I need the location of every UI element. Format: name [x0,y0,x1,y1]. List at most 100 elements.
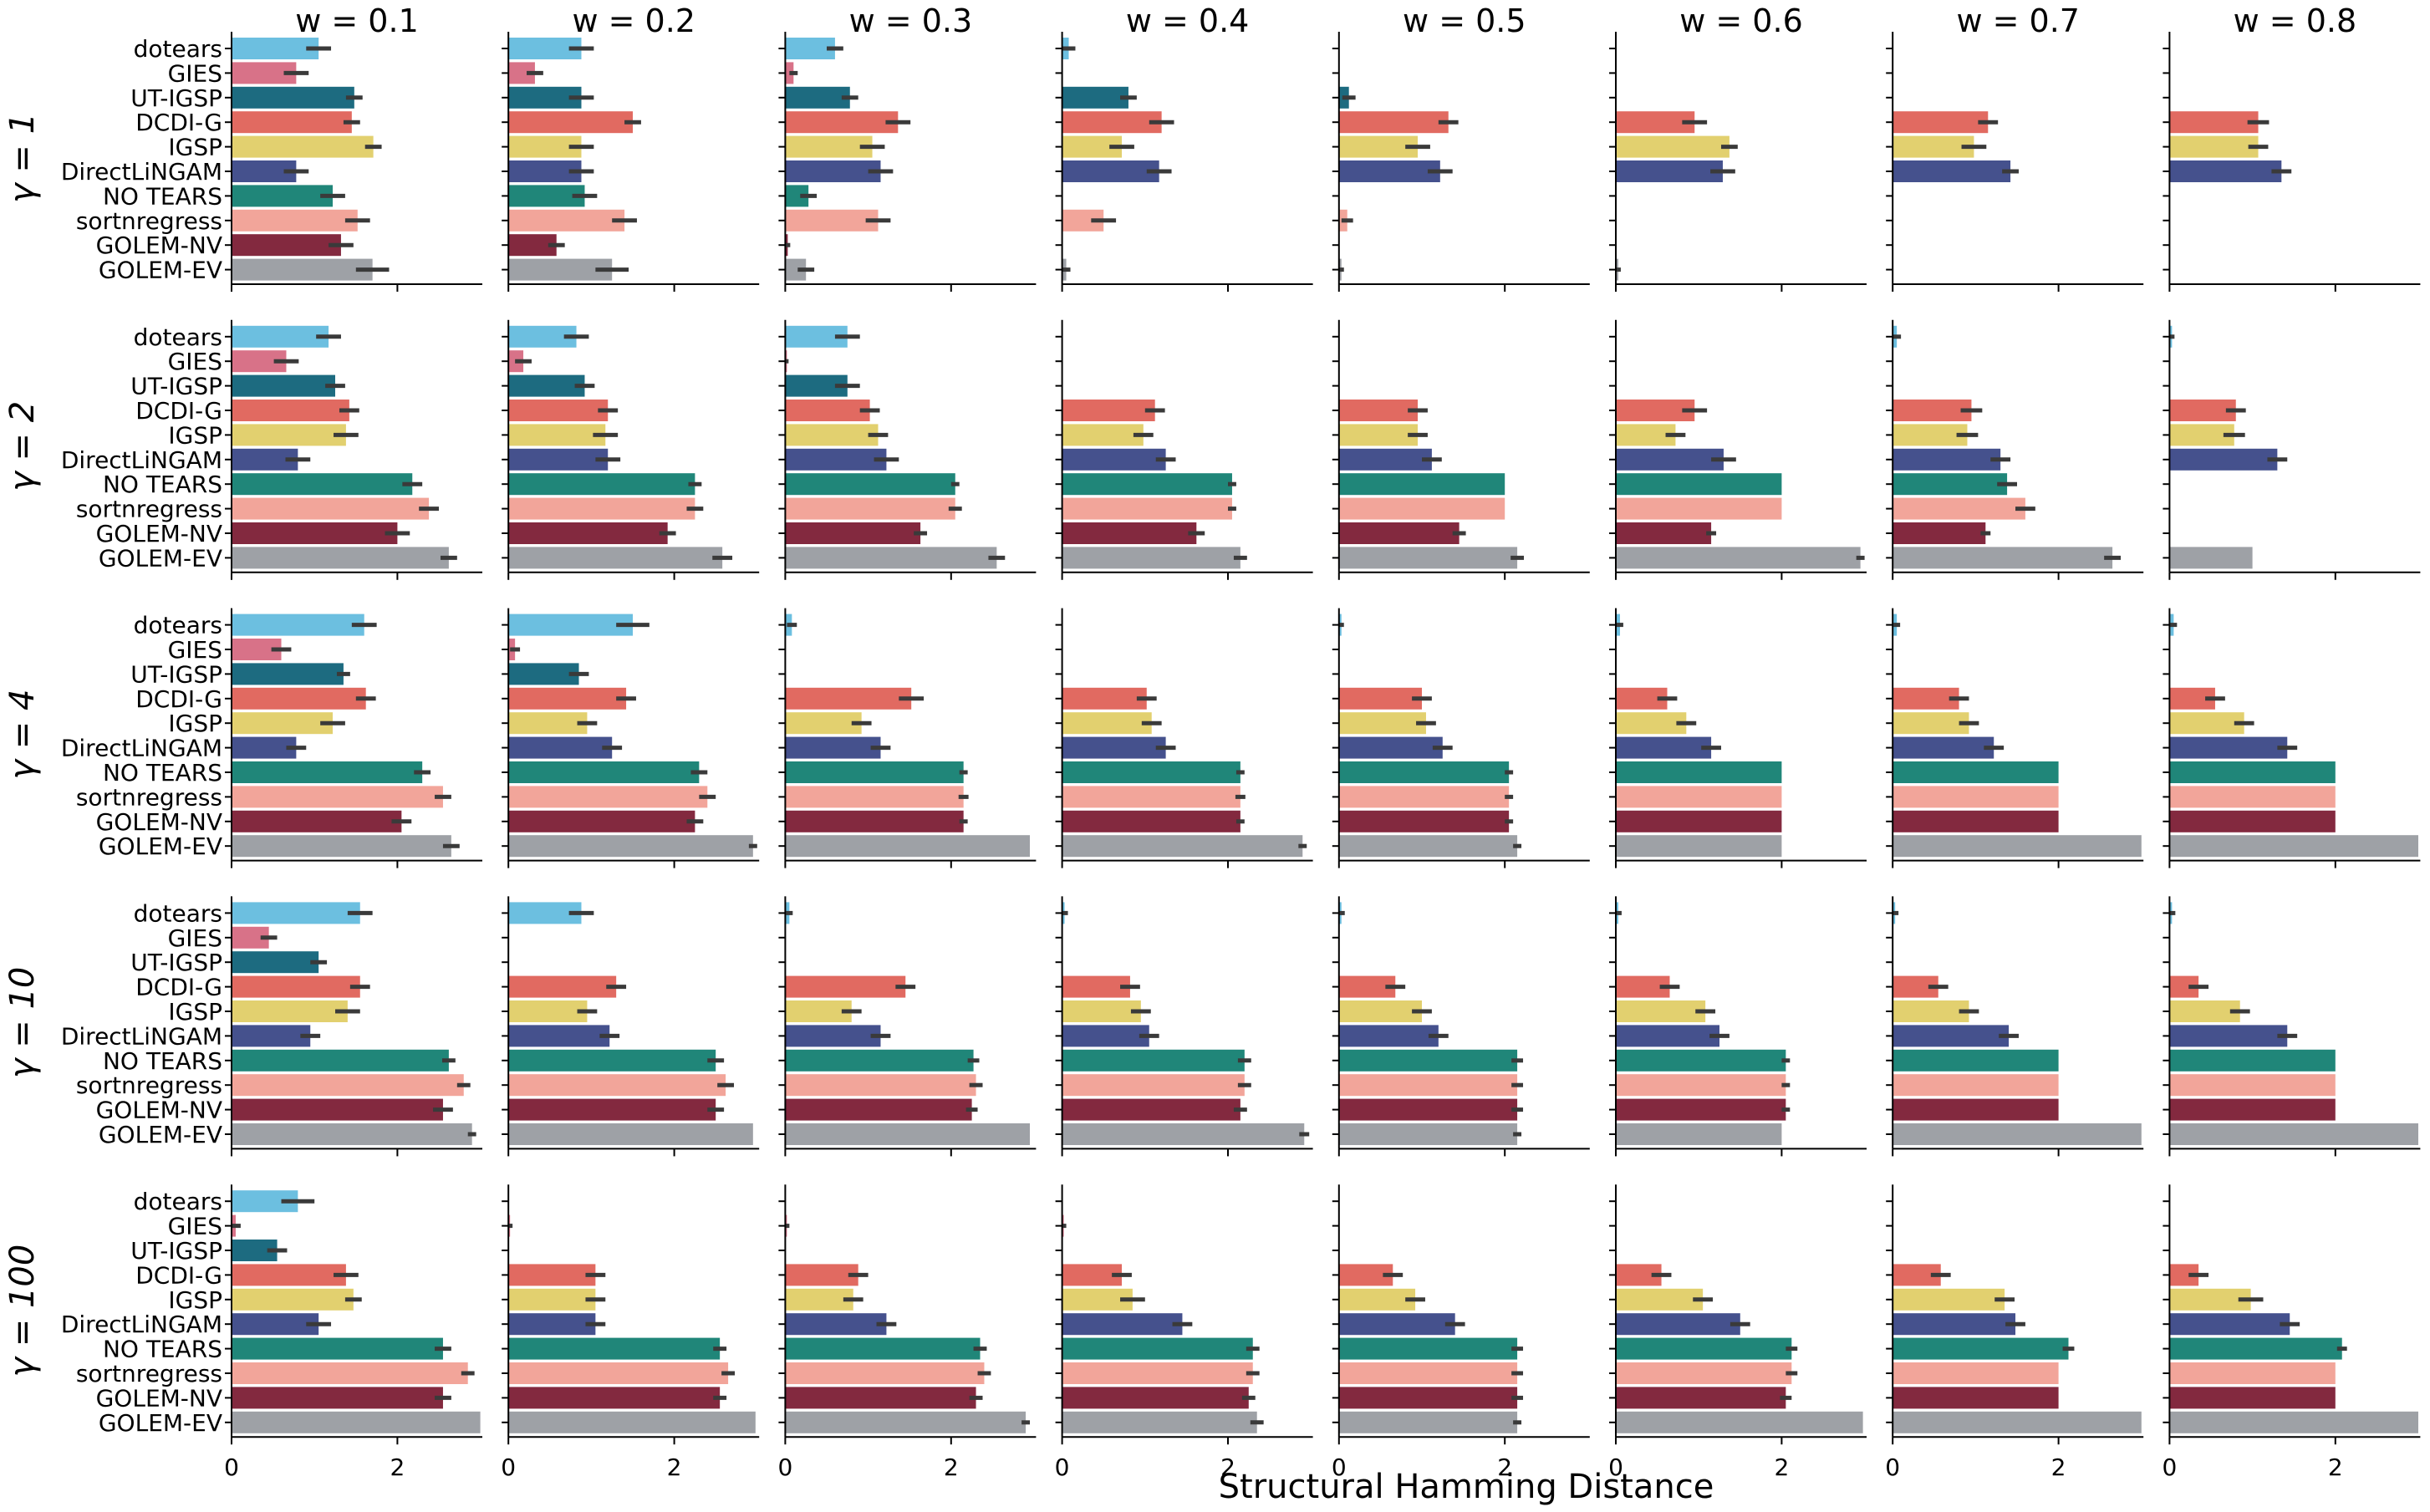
bar [2169,736,2288,759]
bar [785,1337,981,1360]
bar [1616,1387,1786,1409]
bar [1338,1098,1518,1121]
bar [508,1123,753,1145]
panel [502,608,760,868]
bar [1893,522,1986,544]
panel: w = 0.7 [1886,3,2144,292]
bar [2169,810,2336,832]
bar [232,902,360,924]
method-tick-label: DCDI-G [135,974,222,1001]
bar [508,1411,756,1433]
column-title: w = 0.3 [849,3,973,39]
bar [1893,1000,1969,1022]
bar [1893,111,1989,134]
bar [1062,761,1240,783]
bar [232,547,449,569]
bar [1338,497,1505,520]
panel [1886,319,2144,580]
panel: w = 0.2 [502,3,760,292]
method-tick-label: dotears [134,899,222,927]
bar [1616,1362,1792,1384]
bar [1616,1025,1719,1047]
bar [2169,1098,2336,1121]
method-tick-label: GOLEM-EV [99,832,222,860]
bar [232,258,373,281]
bar [1062,448,1166,471]
bar [785,400,870,421]
x-tick-label: 0 [1332,1453,1347,1481]
method-tick-label: DirectLiNGAM [61,1022,222,1050]
bar [508,1098,716,1121]
bar [2169,1000,2240,1022]
bar [1893,1025,2010,1047]
bar [1616,1049,1786,1072]
bar [1893,160,2011,182]
bar [1338,1337,1518,1360]
bar [785,209,879,232]
row-label: γ = 4 [3,690,42,780]
bar [1062,522,1197,544]
bar [785,1313,887,1336]
method-tick-label: GIES [168,636,222,664]
bar [1893,1098,2059,1121]
bar [2169,547,2253,569]
column-title: w = 0.6 [1679,3,1803,39]
x-tick-label: 2 [2328,1453,2343,1481]
panel [2163,319,2421,580]
panel: w = 0.1 [225,3,482,292]
bar [232,400,349,421]
method-tick-label: dotears [134,1188,222,1215]
method-tick-label: sortnregress [76,496,222,523]
panel [1886,896,2144,1157]
bar [508,1049,716,1072]
x-tick-label: 2 [1774,1453,1789,1481]
method-tick-label: sortnregress [76,207,222,235]
panel [778,896,1037,1157]
bar [1062,497,1232,520]
x-tick-label: 2 [944,1453,959,1481]
bar [1616,1123,1782,1145]
method-tick-label: DCDI-G [135,397,222,425]
panel [1055,608,1313,868]
bar [232,209,358,232]
method-tick-label: DCDI-G [135,685,222,713]
bar [232,613,364,636]
bar [232,712,334,735]
bar [508,1288,596,1311]
panel [502,319,760,580]
bar [1616,448,1724,471]
bar [785,547,997,569]
panel [2163,896,2421,1157]
bar [1338,1387,1518,1409]
method-tick-label: dotears [134,612,222,639]
bar [2169,1074,2336,1097]
method-tick-label: IGSP [168,998,222,1026]
bar [508,400,609,421]
bar [232,473,413,496]
method-tick-label: GOLEM-EV [99,1409,222,1437]
bar [232,325,329,348]
panel: w = 0.4 [1055,3,1313,292]
method-tick-label: GIES [168,1213,222,1240]
x-tick-label: 2 [667,1453,682,1481]
method-tick-label: GOLEM-NV [96,520,222,547]
bar [1338,786,1510,808]
bar [785,448,887,471]
column-title: w = 0.5 [1403,3,1526,39]
bar [1338,448,1432,471]
bar [232,951,319,974]
method-tick-label: UT-IGSP [130,1237,222,1265]
bar [2169,835,2418,858]
bar [1338,712,1426,735]
bar [1616,810,1782,832]
bar [1616,497,1782,520]
bar [232,497,430,520]
bar [1062,1264,1123,1286]
method-tick-label: NO TEARS [103,1047,222,1075]
panel [225,896,482,1157]
bar [1338,1313,1455,1336]
bar [1338,1411,1518,1433]
